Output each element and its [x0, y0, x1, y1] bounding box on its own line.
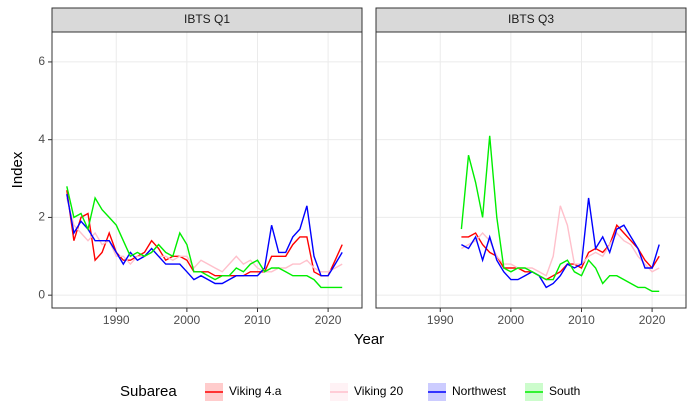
y-tick-label: 4 — [38, 132, 45, 146]
strip — [375, 7, 687, 33]
x-tick-label: 2020 — [315, 313, 342, 327]
x-axis-label: Year — [354, 331, 384, 348]
x-tick-label: 2000 — [174, 313, 201, 327]
panel-background — [52, 32, 362, 308]
x-tick-label: 2010 — [568, 313, 595, 327]
y-tick-label: 6 — [38, 54, 45, 68]
y-axis-label: Index — [9, 151, 26, 188]
legend-title: Subarea — [120, 383, 177, 400]
legend-label: Viking 4.a — [229, 384, 282, 398]
panel-border — [51, 31, 363, 309]
series-line — [461, 197, 660, 289]
x-tick-label: 2020 — [639, 313, 666, 327]
series-line — [460, 135, 660, 292]
series-line — [66, 186, 343, 289]
series-line — [461, 223, 660, 281]
series-line — [66, 197, 343, 273]
legend-label: Northwest — [452, 384, 507, 398]
y-tick-label: 0 — [38, 287, 45, 301]
series-line — [66, 190, 343, 277]
strip — [51, 7, 363, 33]
strip-title: IBTS Q3 — [508, 12, 554, 26]
x-tick-label: 1990 — [427, 313, 454, 327]
legend-label: South — [549, 384, 580, 398]
strip-title: IBTS Q1 — [184, 12, 230, 26]
x-tick-label: 1990 — [103, 313, 130, 327]
x-tick-label: 2010 — [244, 313, 271, 327]
panel-border — [375, 31, 687, 309]
x-tick-label: 2000 — [498, 313, 525, 327]
panel-background — [376, 32, 686, 308]
series-line — [66, 193, 343, 285]
legend-label: Viking 20 — [354, 384, 403, 398]
y-tick-label: 2 — [38, 210, 45, 224]
